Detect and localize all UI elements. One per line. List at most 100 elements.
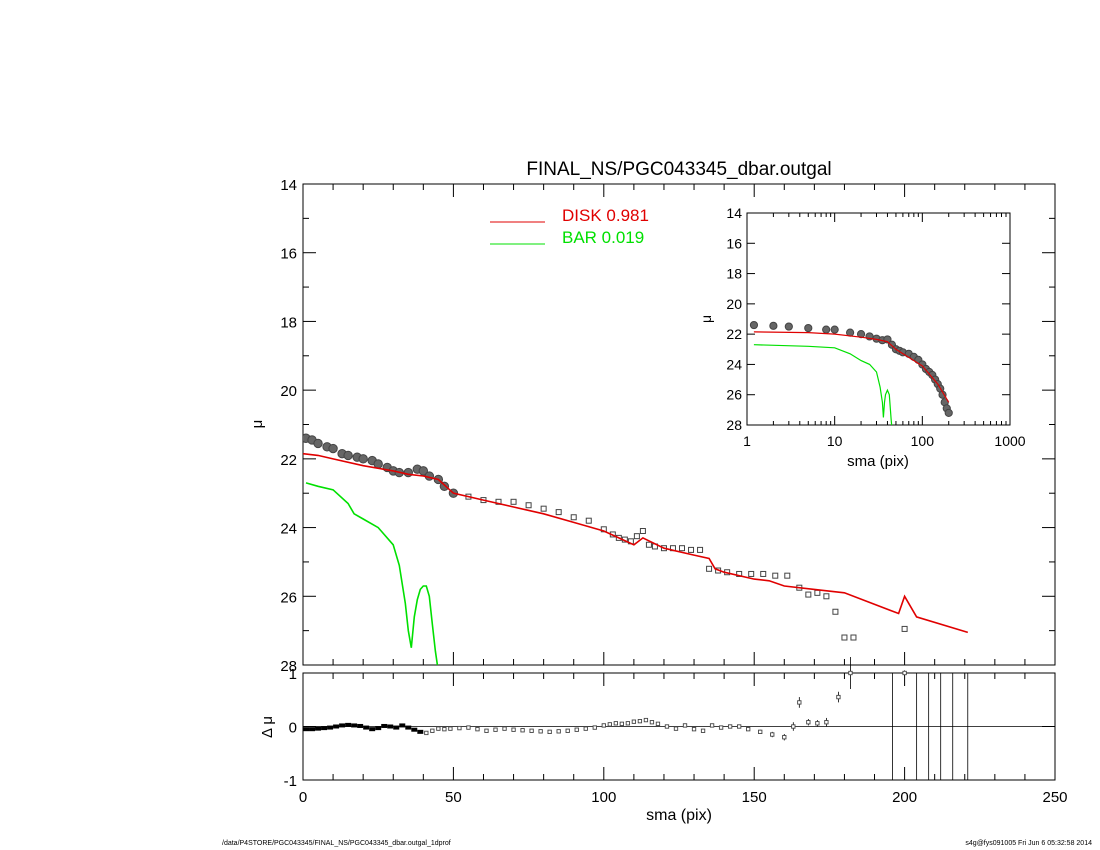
residual-point <box>393 725 400 730</box>
y-tick-label: 20 <box>726 296 742 312</box>
x-tick-label: 0 <box>299 789 307 806</box>
residual-y-axis-label: Δ μ <box>259 716 276 738</box>
data-point <box>439 481 450 492</box>
main-plot-area <box>303 433 969 665</box>
data-point <box>403 467 413 478</box>
data-point <box>313 438 323 449</box>
residual-point <box>547 729 552 735</box>
disk-series-line <box>303 452 969 634</box>
residual-point <box>556 729 561 734</box>
y-tick-label: 26 <box>280 589 297 606</box>
residual-point <box>417 729 424 734</box>
y-tick-label: 14 <box>280 177 297 194</box>
residual-point <box>345 722 352 727</box>
legend-label: BAR 0.019 <box>562 228 644 247</box>
residual-point <box>782 735 787 740</box>
y-tick-label: -1 <box>284 773 297 790</box>
data-point <box>585 517 592 524</box>
residual-point <box>709 723 715 728</box>
data-point <box>358 454 368 464</box>
inset-data-point <box>784 322 793 331</box>
residual-point <box>351 723 358 728</box>
residual-point <box>815 721 820 726</box>
x-tick-label: 10 <box>827 433 843 449</box>
x-tick-label: 150 <box>742 789 767 806</box>
inset-data-point <box>830 325 839 334</box>
inset-panel: 14 16 18 20 22 24 26 281 10 100 1000 sma (pix) μ <box>698 205 1026 470</box>
residual-point <box>538 729 543 734</box>
residual-point <box>327 725 334 730</box>
y-tick-label: 22 <box>726 326 742 342</box>
x-tick-label: 50 <box>445 789 462 806</box>
x-tick-label: 250 <box>1042 789 1067 806</box>
residual-point <box>339 723 346 728</box>
y-tick-label: 22 <box>280 452 297 469</box>
inset-data-point <box>944 408 953 417</box>
y-tick-label: 26 <box>726 387 742 403</box>
residual-point <box>363 725 370 730</box>
residual-point <box>411 727 418 732</box>
residual-point <box>369 727 376 732</box>
residual-point <box>727 724 733 729</box>
residual-point <box>484 728 489 733</box>
residual-point <box>475 727 480 732</box>
inset-y-axis-label: μ <box>698 315 714 323</box>
residual-point <box>700 728 706 733</box>
residual-point <box>613 721 618 726</box>
residual-point <box>682 723 688 728</box>
data-point <box>540 505 547 512</box>
data-point <box>679 545 686 552</box>
y-tick-label: 0 <box>289 720 297 737</box>
residual-point <box>333 724 340 729</box>
data-point <box>748 570 755 577</box>
legend: DISK 0.981 BAR 0.019 <box>490 206 649 247</box>
main-panel: 14 16 18 20 22 24 26 28 μ <box>249 177 1056 675</box>
residual-point <box>625 721 631 726</box>
inset-data-point <box>749 320 759 330</box>
data-point <box>784 572 791 579</box>
residual-point <box>637 719 643 724</box>
legend-label: DISK 0.981 <box>562 206 649 225</box>
inset-bar-line <box>753 344 893 425</box>
data-point <box>633 533 640 540</box>
inset-plot-area <box>749 320 953 425</box>
residual-point <box>770 732 775 737</box>
y-tick-label: 28 <box>280 658 297 675</box>
residual-point <box>848 670 853 676</box>
y-tick-label: 24 <box>726 356 742 372</box>
data-point <box>805 591 812 598</box>
residual-point <box>902 670 907 676</box>
x-tick-label: 200 <box>892 789 917 806</box>
residual-point <box>457 725 462 731</box>
data-point <box>760 570 767 577</box>
inset-plot-frame <box>746 212 1011 426</box>
data-point <box>525 502 532 509</box>
y-tick-label: 14 <box>726 205 742 221</box>
residual-point <box>643 717 649 723</box>
residual-point <box>607 722 612 727</box>
residual-point <box>791 724 796 729</box>
data-point <box>343 450 353 461</box>
residual-point <box>399 723 406 728</box>
residual-point <box>601 723 606 728</box>
residual-point <box>592 725 597 730</box>
data-point <box>570 514 577 521</box>
y-tick-label: 1 <box>289 666 297 683</box>
x-tick-label: 100 <box>911 433 935 449</box>
data-point <box>841 634 848 641</box>
residual-point <box>309 727 316 732</box>
residual-point <box>405 725 412 730</box>
data-point <box>901 625 908 632</box>
residual-point <box>691 727 697 732</box>
y-tick-label: 16 <box>280 246 297 263</box>
inset-data-point <box>769 321 778 330</box>
data-point <box>418 466 429 476</box>
residual-point <box>321 726 328 731</box>
footer-timestamp: s4g@fys091005 Fri Jun 6 05:32:58 2014 <box>965 840 1092 847</box>
data-point <box>639 528 646 535</box>
residual-point <box>758 729 763 735</box>
residual-point <box>529 728 534 733</box>
bar-series-line <box>305 482 439 665</box>
residual-point <box>466 725 471 730</box>
residual-point <box>430 728 435 733</box>
